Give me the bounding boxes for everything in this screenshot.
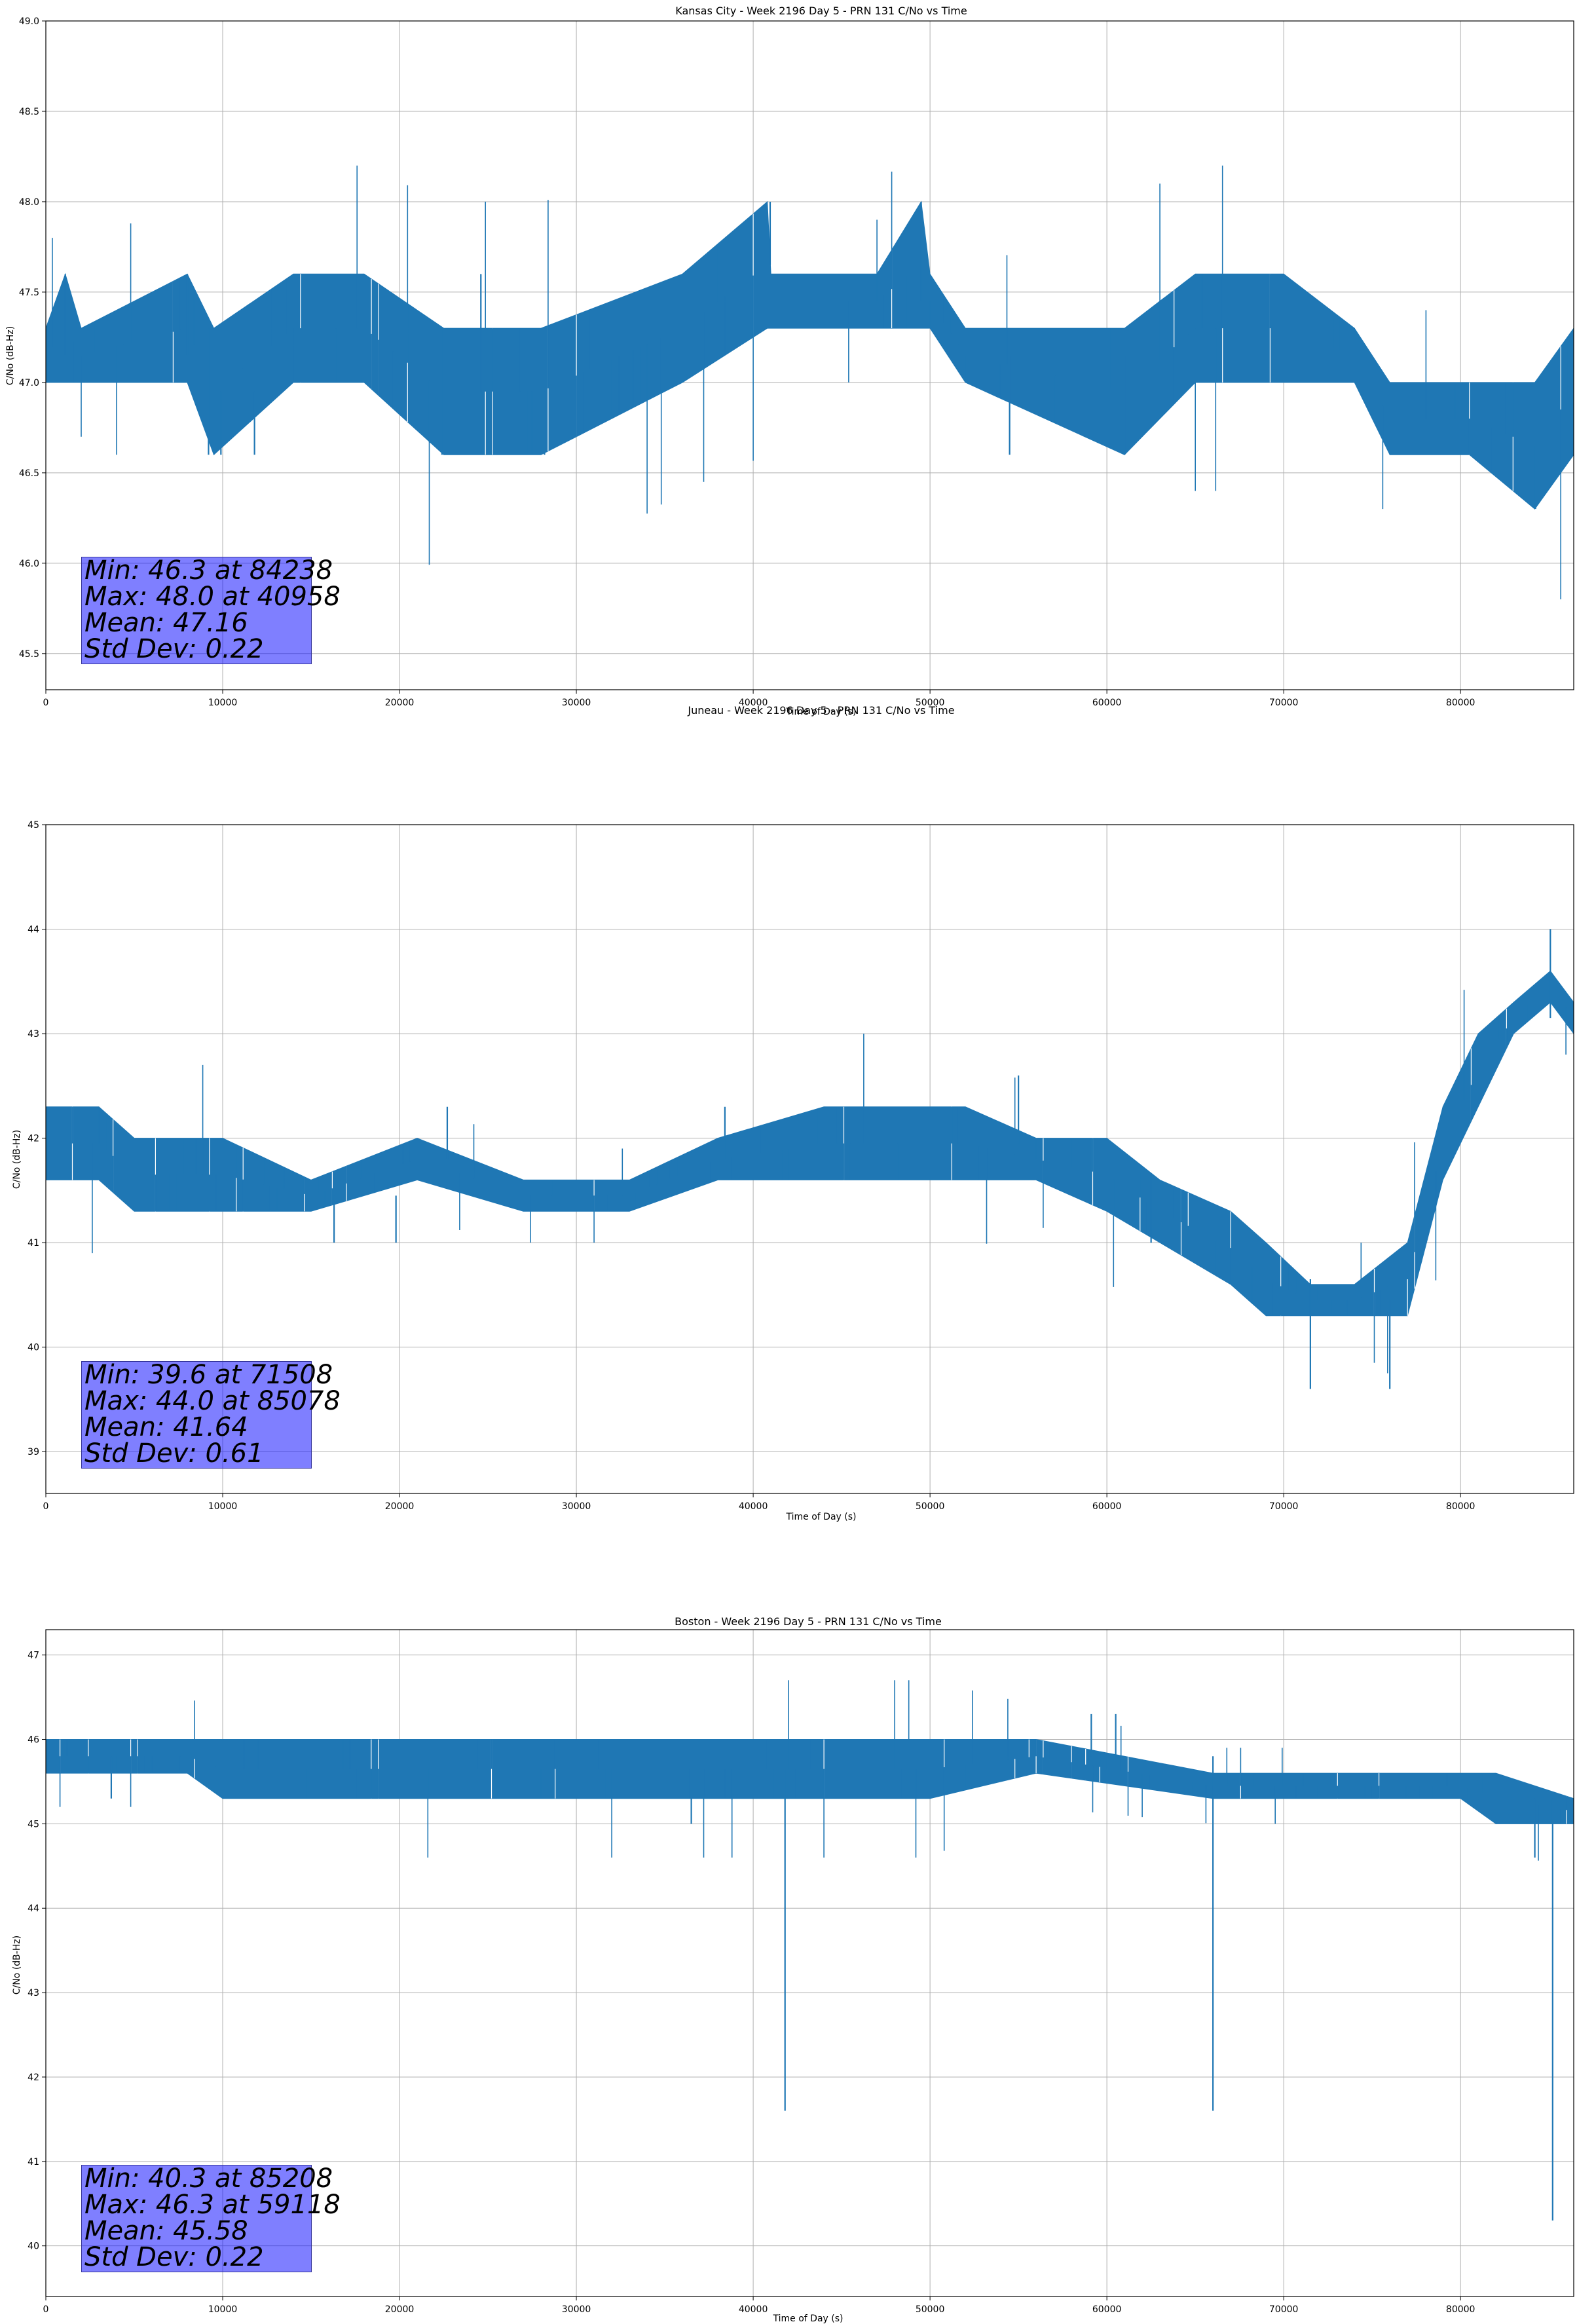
y-tick-label: 46: [28, 1735, 39, 1746]
chart-title: Boston - Week 2196 Day 5 - PRN 131 C/No …: [675, 1615, 942, 1628]
y-tick-label: 48.0: [19, 197, 39, 208]
stats-std: Std Dev: 0.22: [84, 634, 264, 664]
x-tick-label: 60000: [1092, 2304, 1122, 2315]
x-tick-label: 30000: [562, 2304, 591, 2315]
x-tick-label: 10000: [208, 1501, 238, 1512]
y-axis-label: C/No (dB-Hz): [12, 1936, 22, 1995]
y-tick-label: 41: [28, 2157, 39, 2167]
x-tick-label: 50000: [916, 698, 945, 708]
x-tick-label: 50000: [916, 2304, 945, 2315]
x-tick-label: 80000: [1446, 1501, 1475, 1512]
x-tick-label: 60000: [1092, 698, 1122, 708]
stats-mean: Mean: 45.58: [84, 2216, 248, 2246]
y-tick-label: 42: [28, 2072, 39, 2083]
y-tick-label: 43: [28, 1029, 39, 1040]
x-tick-label: 20000: [385, 2304, 415, 2315]
signal-noise: [71, 990, 1567, 1374]
x-tick-label: 60000: [1092, 1501, 1122, 1512]
cno-series-line: [45, 165, 1574, 599]
stats-std: Std Dev: 0.22: [84, 2242, 264, 2272]
y-axis-label: C/No (dB-Hz): [5, 326, 16, 385]
y-tick-label: 47.0: [19, 378, 39, 388]
y-tick-label: 46.0: [19, 559, 39, 569]
y-tick-label: 47.5: [19, 288, 39, 298]
y-tick-label: 40: [28, 2241, 39, 2252]
x-tick-label: 20000: [385, 698, 415, 708]
y-tick-label: 40: [28, 1343, 39, 1353]
y-tick-label: 48.5: [19, 107, 39, 117]
x-tick-label: 20000: [385, 1501, 415, 1512]
x-tick-label: 70000: [1269, 698, 1299, 708]
x-tick-label: 30000: [562, 698, 591, 708]
chart-title: Juneau - Week 2196 Day 5 - PRN 131 C/No …: [687, 704, 954, 717]
stats-annotation-box: Min: 46.3 at 84238 Max: 48.0 at 40958 Me…: [81, 555, 341, 664]
y-tick-label: 47: [28, 1651, 39, 1661]
stats-min: Min: 40.3 at 85208: [84, 2164, 333, 2194]
x-tick-label: 0: [43, 2304, 49, 2315]
x-axis-label: Time of Day (s): [786, 1512, 857, 1522]
y-tick-label: 44: [28, 1903, 39, 1914]
signal-band: [45, 200, 1574, 510]
stats-min: Min: 46.3 at 84238: [84, 555, 333, 586]
stats-max: Max: 46.3 at 59118: [84, 2190, 341, 2220]
x-tick-label: 30000: [562, 1501, 591, 1512]
cno-series-line: [45, 1680, 1574, 2221]
y-tick-label: 44: [28, 925, 39, 935]
x-tick-label: 40000: [739, 698, 768, 708]
y-tick-label: 45: [28, 1819, 39, 1829]
x-tick-label: 50000: [916, 1501, 945, 1512]
x-tick-label: 0: [43, 698, 49, 708]
x-axis-label: Time of Day (s): [773, 2314, 844, 2324]
x-tick-label: 40000: [739, 2304, 768, 2315]
cno-series-line: [45, 929, 1574, 1389]
signal-noise: [59, 1680, 1567, 1861]
signal-noise: [52, 165, 1568, 599]
x-tick-label: 0: [43, 1501, 49, 1512]
x-tick-labels: 0 10000 20000 30000 40000 50000 60000 70000 8000…: [43, 698, 1475, 708]
y-tick-labels: 39 40 41 42 43 44 45: [28, 820, 39, 1457]
x-tick-label: 70000: [1269, 1501, 1299, 1512]
stats-std: Std Dev: 0.61: [84, 1438, 264, 1469]
x-tick-label: 10000: [208, 698, 238, 708]
x-tick-label: 80000: [1446, 2304, 1475, 2315]
x-tick-label: 10000: [208, 2304, 238, 2315]
stats-min: Min: 39.6 at 71508: [84, 1360, 333, 1390]
y-tick-label: 46.5: [19, 468, 39, 479]
signal-band: [45, 1739, 1574, 1824]
stats-annotation-box: Min: 40.3 at 85208 Max: 46.3 at 59118 Me…: [81, 2164, 341, 2272]
y-tick-label: 39: [28, 1447, 39, 1457]
signal-band: [45, 970, 1574, 1317]
y-tick-label: 42: [28, 1134, 39, 1144]
y-tick-labels: 45.5 46.0 46.5 47.0 47.5 48.0 48.5 49.0: [19, 16, 39, 660]
stats-mean: Mean: 41.64: [84, 1412, 248, 1442]
x-axis-label: Time of Day (s): [786, 707, 857, 717]
y-tick-label: 49.0: [19, 16, 39, 27]
y-tick-labels: 40 41 42 43 44 45 46 47: [28, 1651, 39, 2252]
y-axis-label: C/No (dB-Hz): [12, 1130, 22, 1189]
stats-max: Max: 44.0 at 85078: [84, 1386, 341, 1416]
chart-title: Kansas City - Week 2196 Day 5 - PRN 131 …: [675, 5, 967, 17]
x-tick-label: 70000: [1269, 2304, 1299, 2315]
stats-mean: Mean: 47.16: [84, 608, 248, 638]
x-tick-label: 80000: [1446, 698, 1475, 708]
x-tick-labels: 0 10000 20000 30000 40000 50000 60000 70000 8000…: [43, 2304, 1475, 2315]
y-tick-label: 41: [28, 1238, 39, 1248]
y-tick-label: 45.5: [19, 649, 39, 660]
y-tick-label: 43: [28, 1988, 39, 1998]
stats-annotation-box: Min: 39.6 at 71508 Max: 44.0 at 85078 Me…: [81, 1360, 341, 1469]
x-tick-labels: 0 10000 20000 30000 40000 50000 60000 70000 8000…: [43, 1501, 1475, 1512]
stats-max: Max: 48.0 at 40958: [84, 582, 341, 612]
x-tick-label: 40000: [739, 1501, 768, 1512]
y-tick-label: 45: [28, 820, 39, 831]
